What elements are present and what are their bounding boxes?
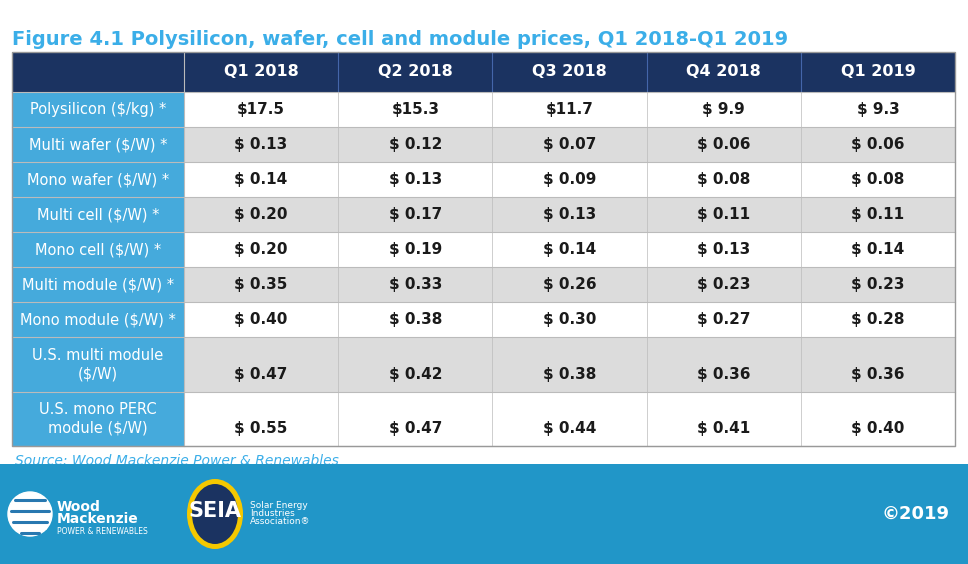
Bar bbox=[184, 302, 955, 337]
Text: SEIA: SEIA bbox=[189, 501, 241, 521]
Text: U.S. mono PERC
module ($/W): U.S. mono PERC module ($/W) bbox=[39, 402, 157, 435]
Text: $ 0.20: $ 0.20 bbox=[234, 242, 287, 257]
Text: Q1 2019: Q1 2019 bbox=[840, 64, 916, 80]
Bar bbox=[184, 197, 955, 232]
Text: POWER & RENEWABLES: POWER & RENEWABLES bbox=[57, 527, 148, 535]
Text: $11.7: $11.7 bbox=[546, 102, 593, 117]
Bar bbox=[12, 337, 184, 391]
Text: $ 0.47: $ 0.47 bbox=[234, 367, 287, 382]
Text: $ 0.40: $ 0.40 bbox=[234, 312, 287, 327]
Text: $ 0.40: $ 0.40 bbox=[851, 421, 904, 436]
Bar bbox=[12, 52, 955, 446]
Text: $ 0.09: $ 0.09 bbox=[543, 172, 596, 187]
Text: Mono module ($/W) *: Mono module ($/W) * bbox=[20, 312, 176, 327]
Text: Association®: Association® bbox=[250, 518, 311, 527]
Text: $ 0.08: $ 0.08 bbox=[851, 172, 904, 187]
Text: $ 0.38: $ 0.38 bbox=[543, 367, 596, 382]
Bar bbox=[184, 337, 955, 391]
Text: Mono wafer ($/W) *: Mono wafer ($/W) * bbox=[27, 172, 169, 187]
Text: $ 0.47: $ 0.47 bbox=[388, 421, 442, 436]
Text: $ 0.11: $ 0.11 bbox=[851, 207, 904, 222]
Text: Polysilicon ($/kg) *: Polysilicon ($/kg) * bbox=[30, 102, 166, 117]
Text: $ 0.13: $ 0.13 bbox=[234, 137, 287, 152]
Text: $ 0.17: $ 0.17 bbox=[389, 207, 442, 222]
Text: Q1 2018: Q1 2018 bbox=[224, 64, 298, 80]
Bar bbox=[12, 302, 184, 337]
Text: Q3 2018: Q3 2018 bbox=[532, 64, 607, 80]
Text: $ 0.20: $ 0.20 bbox=[234, 207, 287, 222]
Bar bbox=[184, 92, 955, 127]
Text: $ 9.9: $ 9.9 bbox=[703, 102, 745, 117]
Text: $ 0.14: $ 0.14 bbox=[543, 242, 596, 257]
Text: $ 0.23: $ 0.23 bbox=[851, 277, 905, 292]
Text: Q2 2018: Q2 2018 bbox=[378, 64, 453, 80]
Bar bbox=[184, 162, 955, 197]
Text: $ 0.30: $ 0.30 bbox=[543, 312, 596, 327]
Bar bbox=[12, 197, 184, 232]
Text: $ 0.26: $ 0.26 bbox=[543, 277, 596, 292]
Text: $ 0.12: $ 0.12 bbox=[388, 137, 442, 152]
Text: $ 0.13: $ 0.13 bbox=[697, 242, 750, 257]
Ellipse shape bbox=[187, 479, 243, 549]
Bar bbox=[12, 267, 184, 302]
Bar bbox=[184, 127, 955, 162]
Text: Q4 2018: Q4 2018 bbox=[686, 64, 761, 80]
Text: $ 0.35: $ 0.35 bbox=[234, 277, 287, 292]
Text: $ 0.14: $ 0.14 bbox=[851, 242, 904, 257]
Bar bbox=[12, 52, 955, 92]
Text: $ 0.55: $ 0.55 bbox=[234, 421, 287, 436]
Circle shape bbox=[8, 492, 52, 536]
Bar bbox=[184, 391, 955, 446]
Text: Source: Wood Mackenzie Power & Renewables: Source: Wood Mackenzie Power & Renewable… bbox=[15, 454, 339, 468]
Text: $ 0.14: $ 0.14 bbox=[234, 172, 287, 187]
Bar bbox=[12, 127, 184, 162]
Text: $ 0.08: $ 0.08 bbox=[697, 172, 750, 187]
Bar bbox=[12, 232, 184, 267]
Text: $ 9.3: $ 9.3 bbox=[857, 102, 899, 117]
Bar bbox=[12, 92, 184, 127]
Text: $ 0.06: $ 0.06 bbox=[851, 137, 905, 152]
Text: Industries: Industries bbox=[250, 509, 294, 518]
Bar bbox=[0, 464, 968, 564]
Text: $ 0.23: $ 0.23 bbox=[697, 277, 750, 292]
Text: $ 0.11: $ 0.11 bbox=[697, 207, 750, 222]
Text: $ 0.42: $ 0.42 bbox=[388, 367, 442, 382]
Text: $ 0.27: $ 0.27 bbox=[697, 312, 750, 327]
Text: Mono cell ($/W) *: Mono cell ($/W) * bbox=[35, 242, 161, 257]
Text: Multi module ($/W) *: Multi module ($/W) * bbox=[22, 277, 174, 292]
Text: Multi cell ($/W) *: Multi cell ($/W) * bbox=[37, 207, 160, 222]
Text: Mackenzie: Mackenzie bbox=[57, 512, 138, 526]
Text: $ 0.33: $ 0.33 bbox=[388, 277, 442, 292]
Text: Figure 4.1 Polysilicon, wafer, cell and module prices, Q1 2018-Q1 2019: Figure 4.1 Polysilicon, wafer, cell and … bbox=[12, 30, 788, 49]
Text: $ 0.07: $ 0.07 bbox=[543, 137, 596, 152]
Text: $ 0.13: $ 0.13 bbox=[389, 172, 442, 187]
Text: $ 0.13: $ 0.13 bbox=[543, 207, 596, 222]
Text: U.S. multi module
($/W): U.S. multi module ($/W) bbox=[32, 348, 164, 381]
Text: $ 0.36: $ 0.36 bbox=[851, 367, 905, 382]
Bar bbox=[184, 232, 955, 267]
Bar bbox=[184, 267, 955, 302]
Text: $ 0.19: $ 0.19 bbox=[389, 242, 442, 257]
Ellipse shape bbox=[192, 484, 238, 544]
Text: $ 0.38: $ 0.38 bbox=[388, 312, 442, 327]
Text: $ 0.36: $ 0.36 bbox=[697, 367, 750, 382]
Bar bbox=[12, 162, 184, 197]
Text: $ 0.44: $ 0.44 bbox=[543, 421, 596, 436]
Text: $ 0.41: $ 0.41 bbox=[697, 421, 750, 436]
Bar bbox=[12, 391, 184, 446]
Text: $15.3: $15.3 bbox=[391, 102, 439, 117]
Text: Multi wafer ($/W) *: Multi wafer ($/W) * bbox=[29, 137, 167, 152]
Text: $ 0.06: $ 0.06 bbox=[697, 137, 750, 152]
Text: Solar Energy: Solar Energy bbox=[250, 501, 308, 510]
Text: ©2019: ©2019 bbox=[882, 505, 950, 523]
Text: $ 0.28: $ 0.28 bbox=[851, 312, 905, 327]
Text: Wood: Wood bbox=[57, 500, 101, 514]
Text: $17.5: $17.5 bbox=[237, 102, 286, 117]
